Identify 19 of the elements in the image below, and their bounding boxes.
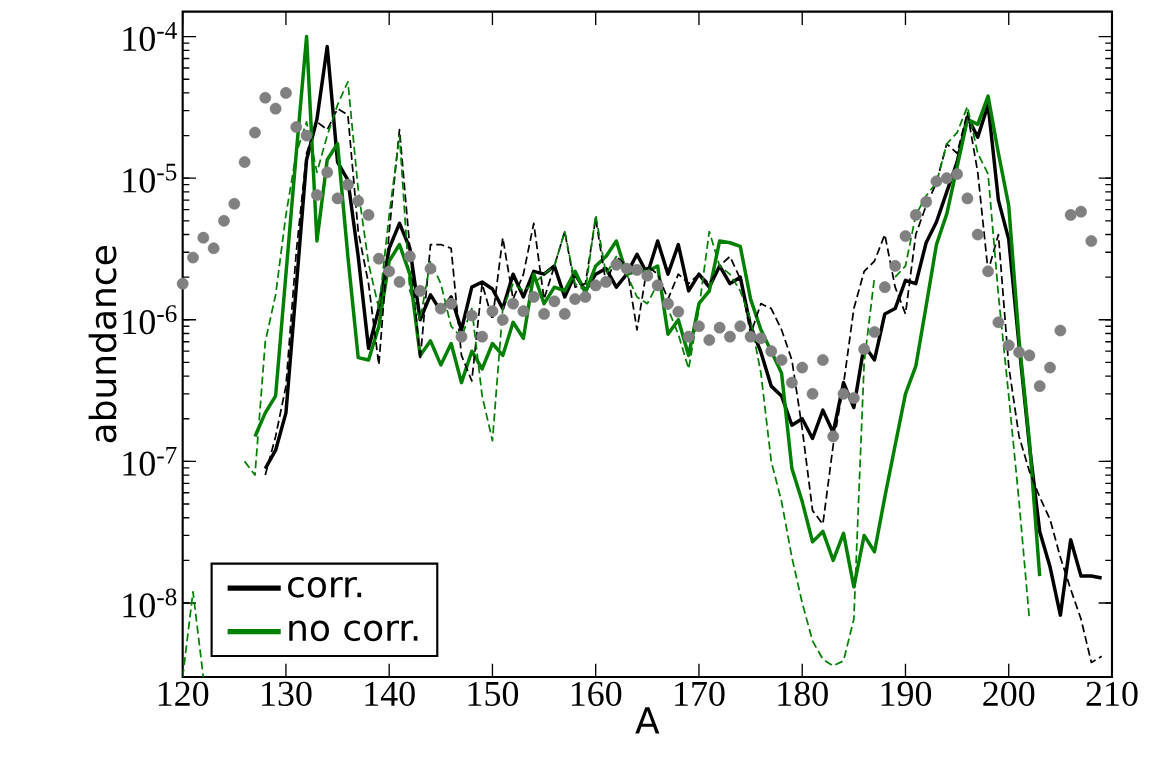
x-tick-label: 170: [675, 681, 725, 707]
x-tick-label: 210: [1086, 681, 1138, 707]
x-tick-label: 120: [158, 681, 209, 707]
x-tick-label: 190: [881, 681, 932, 707]
x-tick-label: 140: [365, 681, 415, 707]
x-tick-label: 150: [468, 681, 519, 707]
x-tick-label: 180: [778, 681, 828, 707]
y-tick-label: 10$^{-8}$: [123, 588, 177, 618]
y-tick-label: 10$^{-6}$: [123, 305, 177, 335]
y-axis-title: abundance: [88, 246, 117, 443]
y-tick-label: 10$^{-5}$: [123, 163, 177, 193]
legend-label: no corr.: [289, 620, 418, 642]
y-tick-label: 10$^{-7}$: [123, 446, 177, 476]
x-tick-label: 200: [983, 681, 1035, 707]
x-tick-label: 160: [571, 681, 622, 707]
legend-label: corr.: [288, 576, 362, 598]
x-tick-label: 130: [262, 681, 312, 707]
y-tick-label: 10$^{-4}$: [123, 22, 177, 52]
x-axis-title: A: [635, 707, 660, 734]
